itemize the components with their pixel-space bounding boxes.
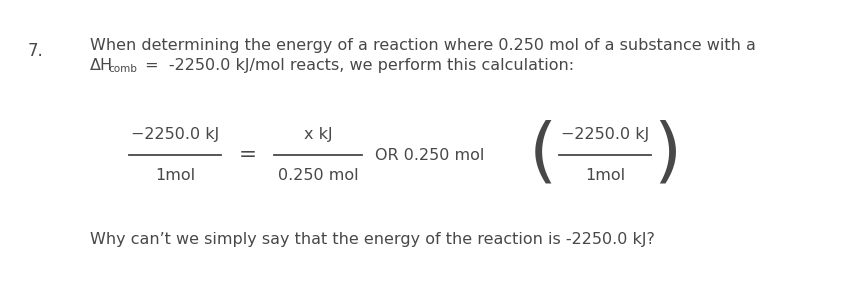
Text: OR 0.250 mol: OR 0.250 mol xyxy=(375,147,485,163)
Text: 1mol: 1mol xyxy=(155,168,195,183)
Text: comb: comb xyxy=(108,64,137,74)
Text: 0.250 mol: 0.250 mol xyxy=(278,168,359,183)
Text: 1mol: 1mol xyxy=(585,168,625,183)
Text: When determining the energy of a reaction where 0.250 mol of a substance with a: When determining the energy of a reactio… xyxy=(90,38,756,53)
Text: ): ) xyxy=(653,120,681,188)
Text: 7.: 7. xyxy=(28,42,44,60)
Text: =: = xyxy=(239,145,257,165)
Text: ΔH: ΔH xyxy=(90,58,113,73)
Text: Why can’t we simply say that the energy of the reaction is -2250.0 kJ?: Why can’t we simply say that the energy … xyxy=(90,232,655,247)
Text: x kJ: x kJ xyxy=(304,127,332,142)
Text: −2250.0 kJ: −2250.0 kJ xyxy=(561,127,650,142)
Text: (: ( xyxy=(529,120,557,188)
Text: −2250.0 kJ: −2250.0 kJ xyxy=(131,127,219,142)
Text: =  -2250.0 kJ/mol reacts, we perform this calculation:: = -2250.0 kJ/mol reacts, we perform this… xyxy=(140,58,574,73)
